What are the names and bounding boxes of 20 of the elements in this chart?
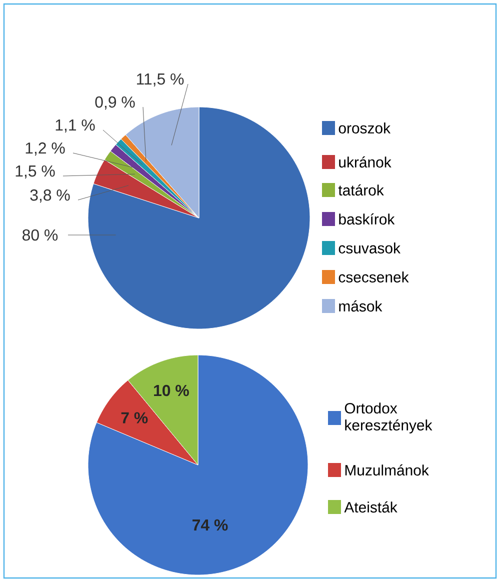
legend-label: tatárok (338, 184, 384, 196)
data-label: 1,5 % (16, 165, 55, 179)
legend-label: Muzulmánok (345, 464, 429, 476)
legend-label: Ortodox keresztények (344, 402, 432, 434)
data-label: 80 % (22, 229, 58, 241)
data-label: 7 % (121, 412, 148, 424)
data-label: 74 % (192, 519, 228, 531)
legend-label: csecsenek (338, 272, 409, 282)
legend-label: Ateisták (344, 501, 398, 513)
legend-label: ukránok (339, 156, 392, 168)
data-label: 1,2 % (26, 142, 65, 156)
data-label: 11,5 % (136, 73, 184, 87)
data-label: 0,9 % (95, 96, 135, 110)
data-label: 3,8 % (30, 189, 70, 203)
legend-label: oroszok (338, 122, 391, 134)
legend-label: baskírok (339, 213, 395, 225)
data-label: 1,1 % (56, 119, 95, 133)
legend-label: csuvasok (338, 242, 400, 254)
data-label: 10 % (154, 384, 189, 396)
legend-label: mások (339, 300, 382, 312)
